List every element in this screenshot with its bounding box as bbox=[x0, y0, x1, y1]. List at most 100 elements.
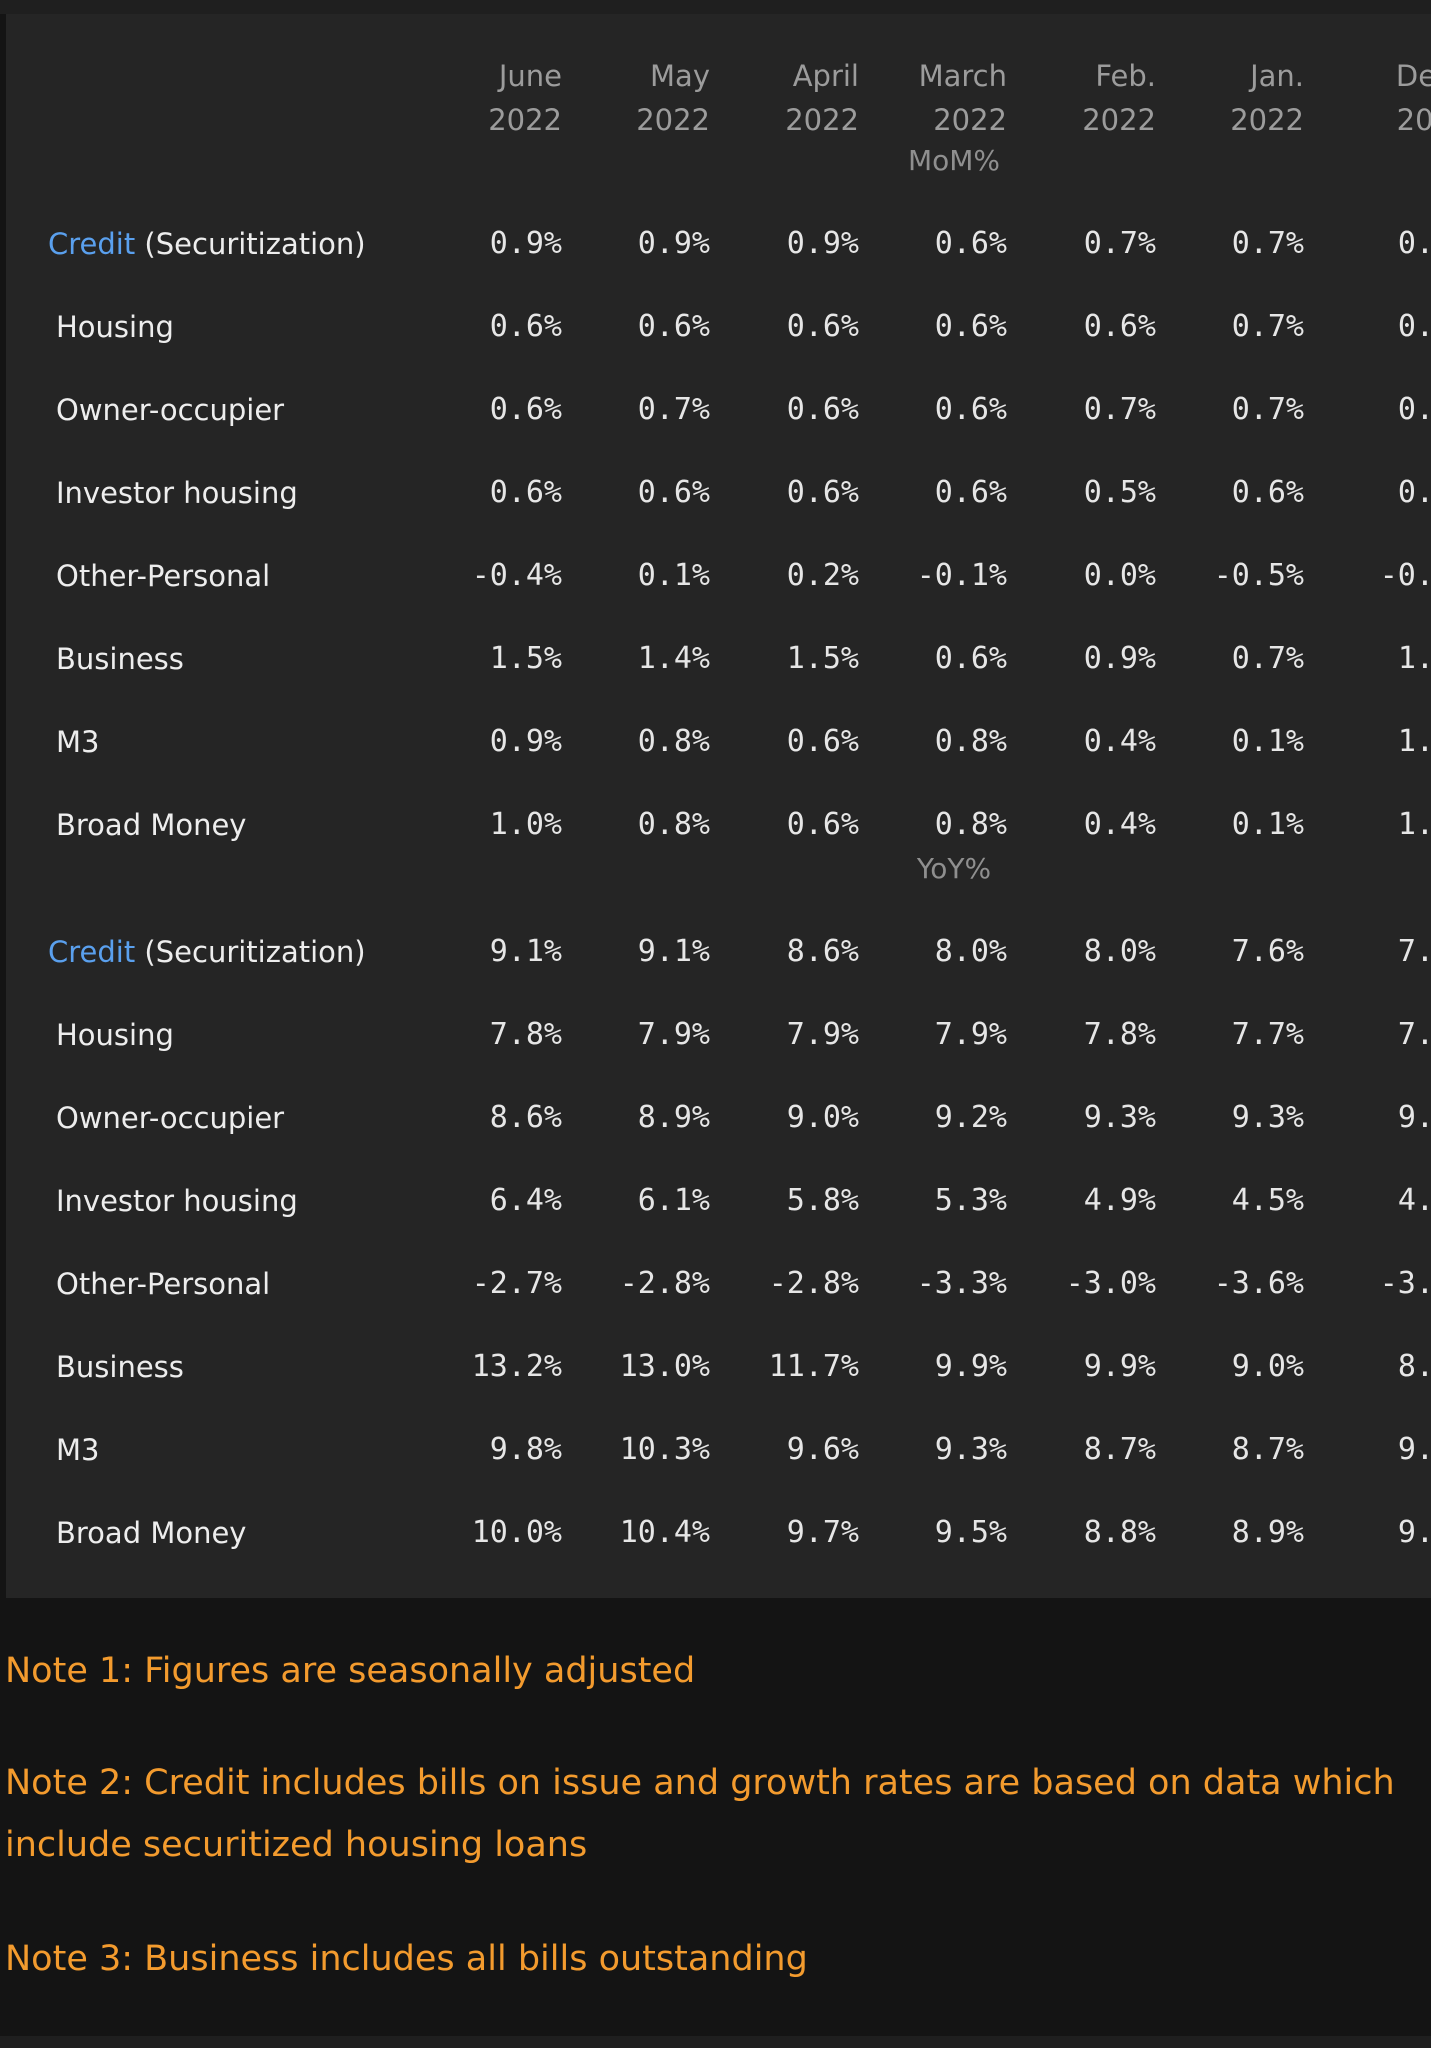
table-cell: -0.1% bbox=[916, 558, 1007, 593]
table-cell: -3.7 bbox=[1379, 1266, 1431, 1301]
table-row: Investor housing 6.4% 6.1% 5.8% 5.3% 4.9% 4.5%… bbox=[6, 1183, 1431, 1223]
table-cell: 0.6% bbox=[934, 392, 1007, 427]
table-cell: 9.3% bbox=[1231, 1100, 1304, 1135]
note-1: Note 1: Figures are seasonally adjusted bbox=[5, 1651, 696, 1691]
bottom-bar bbox=[0, 2036, 1431, 2048]
table-cell: 0.4% bbox=[1083, 807, 1156, 842]
table-cell: 0.7% bbox=[1231, 641, 1304, 676]
row-label: Broad Money bbox=[56, 807, 246, 843]
table-cell: 9.3% bbox=[934, 1432, 1007, 1467]
row-label-text: Broad Money bbox=[56, 1516, 247, 1550]
column-header-month: May bbox=[650, 59, 710, 93]
table-cell: 0.6% bbox=[786, 724, 859, 759]
table-cell: 0.6% bbox=[489, 475, 562, 510]
table-cell: 1.6 bbox=[1397, 724, 1431, 759]
table-cell: 0.6% bbox=[637, 475, 710, 510]
table-row: Investor housing 0.6% 0.6% 0.6% 0.6% 0.5% 0.6%… bbox=[6, 475, 1431, 515]
table-cell: 0.6 bbox=[1397, 475, 1431, 510]
table-cell: 0.2% bbox=[786, 558, 859, 593]
table-cell: 0.6% bbox=[934, 475, 1007, 510]
table-cell: 9.3 bbox=[1397, 1432, 1431, 1467]
credit-link[interactable]: Credit bbox=[48, 227, 136, 261]
row-label: Business bbox=[56, 1349, 184, 1385]
table-cell: 0.7% bbox=[1231, 226, 1304, 261]
table-cell: 9.5 bbox=[1397, 1515, 1431, 1550]
table-cell: 0.8% bbox=[637, 724, 710, 759]
column-header-year: 2022 bbox=[933, 103, 1007, 137]
table-cell: -0.4% bbox=[471, 558, 562, 593]
table-cell: -2.7% bbox=[471, 1266, 562, 1301]
table-cell: 1.4% bbox=[637, 641, 710, 676]
table-cell: 1.2 bbox=[1397, 641, 1431, 676]
table-cell: -3.3% bbox=[916, 1266, 1007, 1301]
top-bar bbox=[0, 0, 1431, 14]
table-cell: 0.8% bbox=[934, 807, 1007, 842]
row-label-text: Investor housing bbox=[56, 476, 298, 510]
column-header-year: 2022 bbox=[1230, 103, 1304, 137]
table-cell: 5.3% bbox=[934, 1183, 1007, 1218]
table-cell: 10.0% bbox=[471, 1515, 562, 1550]
row-label: Broad Money bbox=[56, 1515, 246, 1551]
table-cell: 8.9% bbox=[637, 1100, 710, 1135]
table-cell: 7.8% bbox=[1083, 1017, 1156, 1052]
row-label-text: Owner-occupier bbox=[56, 1101, 285, 1135]
table-cell: 9.8% bbox=[489, 1432, 562, 1467]
row-label: Credit (Securitization) bbox=[48, 934, 366, 970]
table-cell: 7.6% bbox=[1231, 934, 1304, 969]
table-header: June 2022 May 2022 April 2022 March 2022 Feb. 202… bbox=[6, 54, 1431, 154]
row-label: Business bbox=[56, 641, 184, 677]
table-row: Owner-occupier 8.6% 8.9% 9.0% 9.2% 9.3% 9.3% 9.… bbox=[6, 1100, 1431, 1140]
row-label-text: Business bbox=[56, 1350, 184, 1384]
row-label: Investor housing bbox=[56, 1183, 298, 1219]
column-header-month: Dec bbox=[1395, 59, 1431, 93]
table-cell: 0.9% bbox=[786, 226, 859, 261]
row-label-text: M3 bbox=[56, 725, 100, 759]
table-row: Broad Money 1.0% 0.8% 0.6% 0.8% 0.4% 0.1% 1.6 bbox=[6, 807, 1431, 847]
row-label-text: Broad Money bbox=[56, 808, 247, 842]
column-header: Jan. 2022 bbox=[1164, 54, 1304, 142]
table-cell: 0.8 bbox=[1397, 226, 1431, 261]
table-cell: 0.1% bbox=[1231, 724, 1304, 759]
column-header-month: April bbox=[792, 59, 859, 93]
table-cell: 0.9% bbox=[489, 226, 562, 261]
table-cell: 9.1 bbox=[1397, 1100, 1431, 1135]
table-cell: 7.4 bbox=[1397, 1017, 1431, 1052]
section-label: YoY% bbox=[916, 852, 992, 885]
row-label-text: (Securitization) bbox=[135, 227, 366, 261]
note-2: Note 2: Credit includes bills on issue a… bbox=[5, 1763, 1395, 1803]
table-cell: 8.4 bbox=[1397, 1349, 1431, 1384]
table-cell: 0.6% bbox=[786, 309, 859, 344]
table-cell: 0.8 bbox=[1397, 392, 1431, 427]
table-cell: 1.6 bbox=[1397, 807, 1431, 842]
table-cell: -0.8 bbox=[1379, 558, 1431, 593]
table-row: Business 13.2% 13.0% 11.7% 9.9% 9.9% 9.0% 8.4 bbox=[6, 1349, 1431, 1389]
table-cell: 4.1 bbox=[1397, 1183, 1431, 1218]
table-cell: 1.5% bbox=[489, 641, 562, 676]
table-cell: -2.8% bbox=[768, 1266, 859, 1301]
table-row: Business 1.5% 1.4% 1.5% 0.6% 0.9% 0.7% 1.2 bbox=[6, 641, 1431, 681]
table-cell: 0.0% bbox=[1083, 558, 1156, 593]
table-cell: 0.6% bbox=[934, 226, 1007, 261]
table-cell: 9.9% bbox=[934, 1349, 1007, 1384]
row-label: Housing bbox=[56, 309, 174, 345]
table-cell: 4.5% bbox=[1231, 1183, 1304, 1218]
row-label: Owner-occupier bbox=[56, 1100, 284, 1136]
table-row: Other-Personal -2.7% -2.8% -2.8% -3.3% -3.0% -… bbox=[6, 1266, 1431, 1306]
table-row: M3 9.8% 10.3% 9.6% 9.3% 8.7% 8.7% 9.3 bbox=[6, 1432, 1431, 1472]
table-cell: 6.4% bbox=[489, 1183, 562, 1218]
table-cell: 9.9% bbox=[1083, 1349, 1156, 1384]
table-row: Credit (Securitization) 9.1% 9.1% 8.6% 8.0% 8… bbox=[6, 934, 1431, 974]
table-cell: 0.6% bbox=[934, 309, 1007, 344]
table-cell: 9.0% bbox=[786, 1100, 859, 1135]
table-cell: 0.6% bbox=[1083, 309, 1156, 344]
table-cell: 10.4% bbox=[619, 1515, 710, 1550]
row-label: M3 bbox=[56, 1432, 99, 1468]
row-label-text: (Securitization) bbox=[135, 935, 366, 969]
table-cell: 8.9% bbox=[1231, 1515, 1304, 1550]
table-cell: 9.2% bbox=[934, 1100, 1007, 1135]
table-cell: 7.9% bbox=[637, 1017, 710, 1052]
table-cell: 8.7% bbox=[1231, 1432, 1304, 1467]
column-header: Feb. 2022 bbox=[1016, 54, 1156, 142]
credit-link[interactable]: Credit bbox=[48, 935, 136, 969]
column-header-month: June bbox=[498, 59, 562, 93]
